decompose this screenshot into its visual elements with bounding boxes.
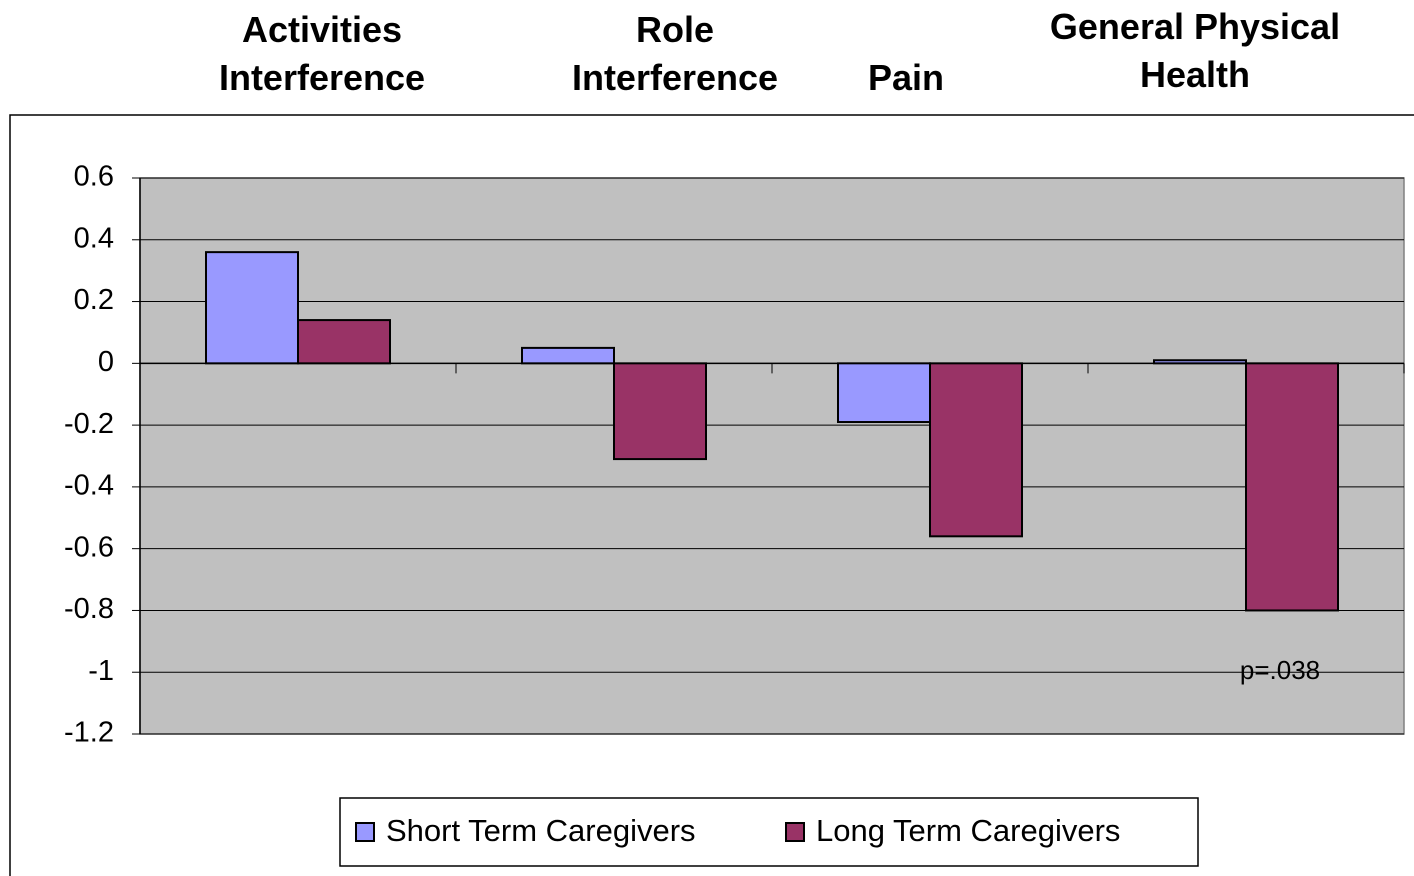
plot-area (139, 177, 1405, 735)
bar (929, 362, 1023, 538)
y-tick-label: -0.8 (64, 593, 114, 625)
bar (837, 362, 931, 424)
bar (613, 362, 707, 461)
y-tick-label: -0.4 (64, 470, 114, 502)
legend-label: Short Term Caregivers (386, 813, 696, 848)
legend-box (339, 797, 1199, 867)
y-tick-label: -0.2 (64, 408, 114, 440)
category-label: Role Interference (572, 9, 778, 98)
category-label: Activities Interference (219, 9, 425, 98)
annotation: p=.038 (1240, 655, 1320, 685)
y-tick-label: 0.6 (74, 161, 114, 193)
y-tick-label: -1.2 (64, 717, 114, 749)
category-label: General Physical Health (1050, 6, 1340, 95)
category-label: Pain (868, 57, 944, 98)
legend-label: Long Term Caregivers (816, 813, 1120, 848)
bar (297, 319, 391, 365)
bar (205, 251, 299, 365)
bar (521, 346, 615, 365)
y-tick-label: 0 (98, 346, 114, 378)
legend-swatch (355, 822, 375, 842)
bar (1153, 359, 1247, 365)
y-tick-label: 0.4 (74, 222, 114, 254)
y-tick-label: -1 (88, 655, 114, 687)
bar (1245, 362, 1339, 612)
y-tick-label: -0.6 (64, 531, 114, 563)
y-tick-label: 0.2 (74, 284, 114, 316)
legend-swatch (785, 822, 805, 842)
